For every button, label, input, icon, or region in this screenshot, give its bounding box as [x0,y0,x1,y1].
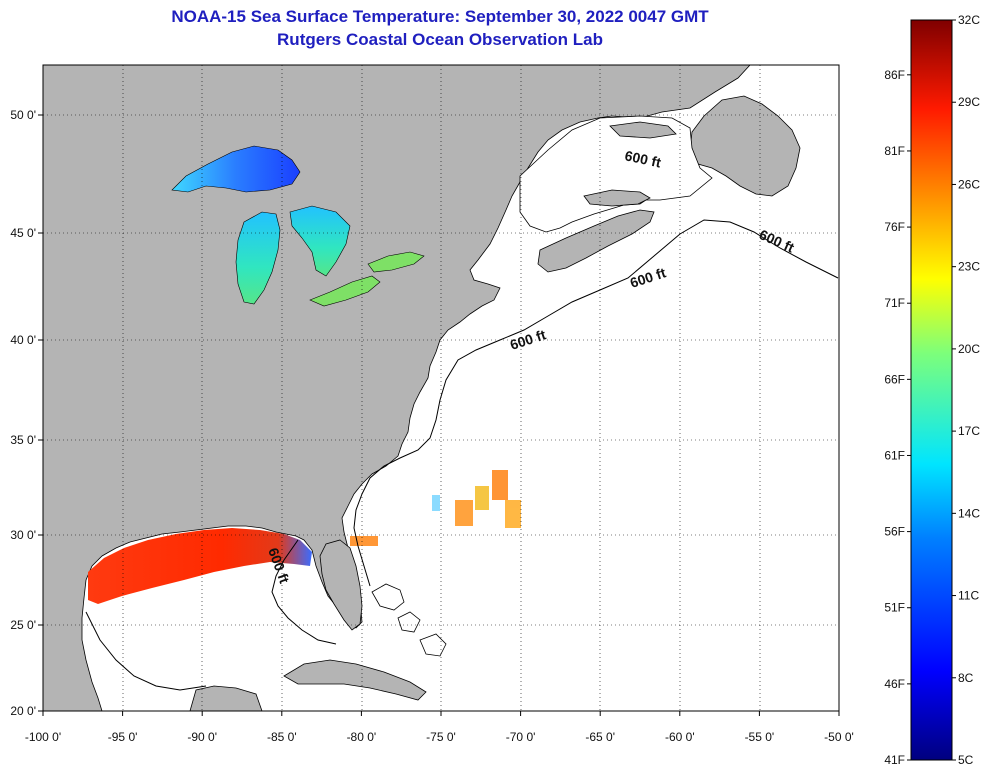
lat-label: 25 0' [10,618,36,632]
lat-label: 45 0' [10,226,36,240]
colorbar [910,19,953,761]
colorbar-label-f: 76F [884,220,905,234]
colorbar-label-c: 5C [958,753,974,767]
land-nova-scotia [537,209,655,273]
map-title: NOAA-15 Sea Surface Temperature: Septemb… [171,7,709,26]
lat-label: 40 0' [10,333,36,347]
lon-label: -80 0' [347,730,377,744]
lon-label: -70 0' [506,730,536,744]
colorbar-label-c: 20C [958,342,980,356]
land-cuba [283,659,427,701]
colorbar-label-f: 66F [884,372,905,386]
lon-label: -75 0' [426,730,456,744]
sst-swath-gulf [88,528,312,604]
lat-label: 50 0' [10,108,36,122]
lat-axis: 20 0' 25 0' 30 0' 35 0' 40 0' 45 0' 50 0' [10,108,43,718]
map-subtitle: Rutgers Coastal Ocean Observation Lab [277,30,603,49]
lake-ontario [367,251,425,273]
colorbar-label-c: 23C [958,260,980,274]
colorbar-label-c: 8C [958,671,974,685]
colorbar-labels: 32C 29C 26C 23C 20C 17C 14C 11C 8C 5C 86F 81F 76F 71F… [884,13,980,767]
sst-patches-atlantic [350,470,521,546]
colorbar-label-f: 71F [884,296,905,310]
colorbar-label-c: 11C [958,589,979,603]
colorbar-label-f: 81F [884,144,905,158]
lat-label: 20 0' [10,704,36,718]
lon-axis: -100 0' -95 0' -90 0' -85 0' -80 0' -75 0' -70… [25,711,854,744]
colorbar-label-c: 17C [958,424,980,438]
colorbar-label-c: 32C [958,13,980,27]
land-yucatan [189,685,263,711]
map-body: 600 ft 600 ft 600 ft 600 ft 600 ft [43,65,839,711]
colorbar-label-f: 51F [884,601,905,615]
map-grid [43,65,839,711]
lon-label: -85 0' [267,730,297,744]
lon-label: -60 0' [665,730,695,744]
colorbar-label-f: 61F [884,448,905,462]
lon-label: -95 0' [108,730,138,744]
colorbar-label-f: 56F [884,525,905,539]
colorbar-label-f: 46F [884,677,905,691]
lake-michigan [235,211,281,305]
lon-label: -100 0' [25,730,61,744]
shelf-contour [353,219,839,587]
colorbar-label-f: 86F [884,68,905,82]
lat-label: 35 0' [10,433,36,447]
lon-label: -65 0' [585,730,615,744]
lake-superior [171,145,301,193]
land-bahamas [371,583,447,657]
colorbar-label-f: 41F [884,753,905,767]
lake-erie [309,275,381,307]
lon-label: -55 0' [745,730,775,744]
colorbar-label-c: 14C [958,506,980,520]
colorbar-label-c: 26C [958,177,980,191]
lat-label: 30 0' [10,528,36,542]
lake-huron [289,205,351,277]
lon-label: -50 0' [824,730,854,744]
colorbar-label-c: 29C [958,95,980,109]
lon-label: -90 0' [187,730,217,744]
shelf-label-newfoundland: 600 ft [623,147,662,170]
gulf-st-lawrence [519,115,713,233]
